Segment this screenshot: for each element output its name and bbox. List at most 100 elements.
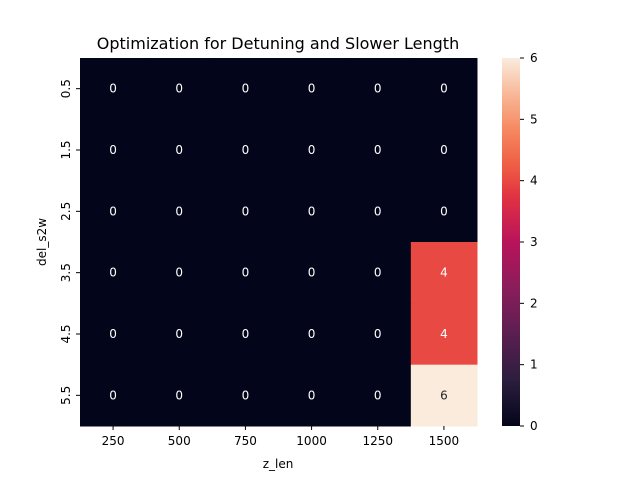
heatmap-cell-r4-c5 (410, 303, 478, 366)
heatmap-cell-r1-c4 (344, 119, 412, 182)
heatmap-cells: 0 0 0 0 0 0 0 0 0 0 0 0 0 0 0 0 0 0 0 0 0 0 0 4 0 0 0 0 0 4 0 0 0 0 0 6 (80, 58, 478, 427)
colorbar-tick-label: 4 (530, 174, 538, 188)
heatmap-cell-r0-c0 (80, 58, 147, 120)
cell-value-label: 0 (242, 204, 250, 218)
y-tick-label: 1.5 (59, 140, 73, 159)
cell-value-label: 0 (308, 266, 316, 280)
cell-value-label: 0 (374, 204, 382, 218)
cell-value-label: 0 (175, 82, 183, 96)
cell-value-label: 0 (374, 327, 382, 341)
cell-value-label: 0 (242, 266, 250, 280)
heatmap-cell-r2-c2 (212, 180, 279, 243)
heatmap-cell-r3-c2 (212, 242, 279, 304)
cell-value-label: 0 (109, 82, 117, 96)
cell-value-label: 4 (440, 266, 448, 280)
colorbar-tick-label: 1 (530, 358, 538, 372)
heatmap-cell-r5-c5 (410, 364, 478, 427)
heatmap-cell-r4-c0 (80, 303, 147, 366)
cell-value-label: 0 (440, 82, 448, 96)
heatmap-cell-r3-c1 (146, 242, 213, 304)
y-axis-label: del_s2w (35, 218, 49, 266)
x-tick-label: 250 (102, 434, 125, 448)
y-tick-label: 4.5 (59, 324, 73, 343)
cell-value-label: 0 (308, 327, 316, 341)
heatmap-cell-r0-c1 (146, 58, 213, 120)
heatmap-cell-r0-c3 (278, 58, 346, 120)
y-axis-ticks: 0.5 1.5 2.5 3.5 4.5 5.5 (59, 79, 80, 405)
heatmap-cell-r2-c1 (146, 180, 213, 243)
x-axis-label: z_len (263, 457, 294, 471)
y-tick-label: 5.5 (59, 386, 73, 405)
cell-value-label: 6 (440, 388, 448, 402)
cell-value-label: 0 (109, 143, 117, 157)
x-tick-label: 1500 (429, 434, 460, 448)
heatmap-cell-r1-c0 (80, 119, 147, 182)
colorbar-tick-label: 5 (530, 112, 538, 126)
heatmap-cell-r4-c2 (212, 303, 279, 366)
cell-value-label: 0 (308, 82, 316, 96)
cell-value-label: 0 (175, 327, 183, 341)
cell-value-label: 0 (374, 266, 382, 280)
heatmap-cell-r3-c4 (344, 242, 412, 304)
heatmap-cell-r4-c4 (344, 303, 412, 366)
cell-value-label: 0 (242, 143, 250, 157)
cell-value-label: 0 (242, 388, 250, 402)
heatmap-cell-r3-c0 (80, 242, 147, 304)
heatmap-cell-r4-c3 (278, 303, 346, 366)
heatmap-cell-r1-c5 (410, 119, 478, 182)
cell-value-label: 0 (440, 204, 448, 218)
heatmap-cell-r5-c1 (146, 364, 213, 427)
x-tick-label: 1250 (362, 434, 393, 448)
colorbar-tick-label: 6 (530, 51, 538, 65)
cell-value-label: 0 (374, 143, 382, 157)
y-tick-label: 3.5 (59, 263, 73, 282)
cell-value-label: 0 (109, 327, 117, 341)
chart-title: Optimization for Detuning and Slower Len… (97, 34, 459, 53)
x-tick-label: 750 (234, 434, 257, 448)
heatmap-cell-r0-c5 (410, 58, 478, 120)
cell-value-label: 0 (175, 143, 183, 157)
cell-value-label: 0 (374, 82, 382, 96)
heatmap-cell-r2-c4 (344, 180, 412, 243)
x-tick-label: 500 (168, 434, 191, 448)
cell-value-label: 0 (308, 143, 316, 157)
cell-value-label: 0 (109, 266, 117, 280)
x-tick-label: 1000 (296, 434, 327, 448)
colorbar-ticks: 0 1 2 3 4 5 6 (520, 51, 538, 433)
heatmap-cell-r0-c4 (344, 58, 412, 120)
heatmap-cell-r1-c3 (278, 119, 346, 182)
heatmap-cell-r2-c5 (410, 180, 478, 243)
heatmap-cell-r5-c3 (278, 364, 346, 427)
heatmap-cell-r3-c5 (410, 242, 478, 304)
heatmap-cell-r2-c3 (278, 180, 346, 243)
x-axis-ticks: 250 500 750 1000 1250 1500 (102, 426, 460, 448)
cell-value-label: 0 (175, 388, 183, 402)
cell-value-label: 0 (242, 82, 250, 96)
cell-value-label: 0 (175, 204, 183, 218)
colorbar-tick-label: 0 (530, 419, 538, 433)
heatmap-cell-r5-c2 (212, 364, 279, 427)
colorbar-tick-label: 2 (530, 296, 538, 310)
heatmap-cell-r5-c4 (344, 364, 412, 427)
heatmap-cell-r1-c2 (212, 119, 279, 182)
colorbar (502, 58, 520, 426)
cell-value-label: 0 (308, 204, 316, 218)
heatmap-cell-r5-c0 (80, 364, 147, 427)
cell-value-label: 0 (109, 204, 117, 218)
cell-value-label: 0 (242, 327, 250, 341)
cell-value-label: 0 (175, 266, 183, 280)
heatmap-cell-r3-c3 (278, 242, 346, 304)
cell-value-label: 0 (308, 388, 316, 402)
y-tick-label: 2.5 (59, 202, 73, 221)
cell-value-label: 0 (109, 388, 117, 402)
heatmap-cell-r4-c1 (146, 303, 213, 366)
cell-value-label: 0 (440, 143, 448, 157)
heatmap-cell-r0-c2 (212, 58, 279, 120)
y-tick-label: 0.5 (59, 79, 73, 98)
heatmap-cell-r2-c0 (80, 180, 147, 243)
cell-value-label: 4 (440, 327, 448, 341)
colorbar-tick-label: 3 (530, 235, 538, 249)
heatmap-cell-r1-c1 (146, 119, 213, 182)
cell-value-label: 0 (374, 388, 382, 402)
